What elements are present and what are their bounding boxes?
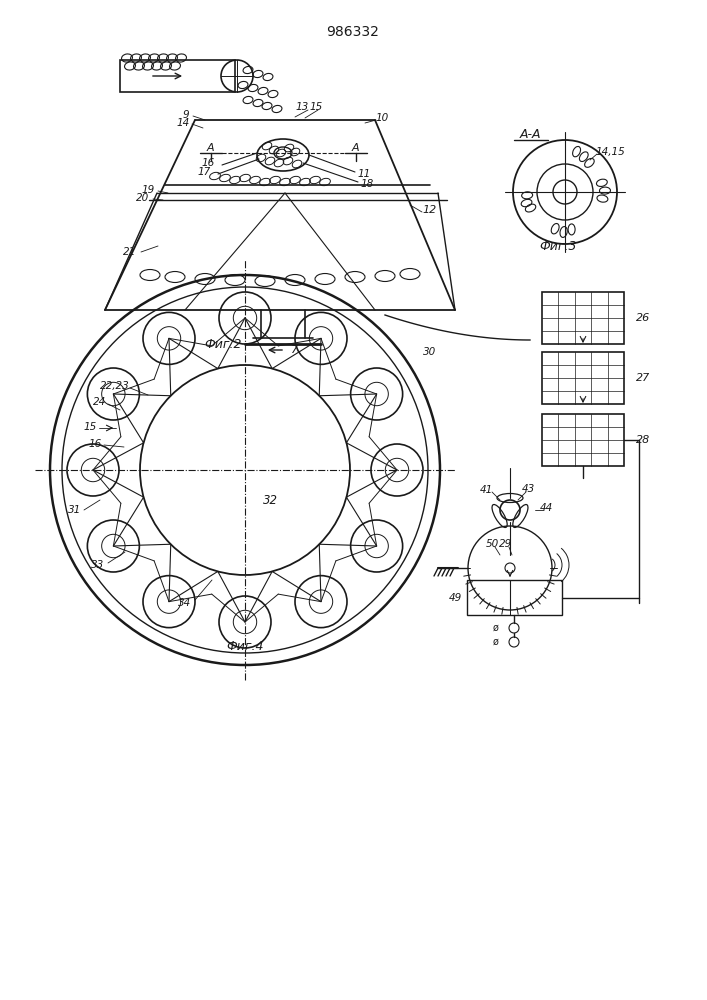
Text: Фиг.2: Фиг.2: [204, 338, 242, 352]
Text: Фиг.3: Фиг.3: [539, 240, 577, 253]
Text: 10: 10: [375, 113, 389, 123]
Text: 43: 43: [521, 484, 534, 494]
Text: 49: 49: [448, 593, 462, 603]
Text: 7: 7: [291, 345, 298, 355]
Text: 30: 30: [423, 347, 437, 357]
Text: 33: 33: [91, 560, 105, 570]
Text: 24: 24: [93, 397, 107, 407]
Text: 14: 14: [176, 118, 189, 128]
Text: ø: ø: [493, 637, 499, 647]
Text: 16: 16: [201, 158, 215, 168]
Text: 32: 32: [262, 493, 278, 506]
Text: А-А: А-А: [519, 128, 541, 141]
Bar: [542, 352, 624, 404]
Text: 29: 29: [499, 539, 513, 549]
Text: 28: 28: [636, 435, 650, 445]
Text: 44: 44: [539, 503, 553, 513]
Text: 22,23: 22,23: [100, 381, 130, 391]
Text: 18: 18: [361, 179, 373, 189]
Text: 26: 26: [636, 313, 650, 323]
Text: А: А: [351, 143, 359, 153]
Text: 41: 41: [479, 485, 493, 495]
Text: 11: 11: [357, 169, 370, 179]
Text: 17: 17: [197, 167, 211, 177]
Text: Фиг.4: Фиг.4: [226, 640, 264, 652]
Text: 9: 9: [182, 110, 189, 120]
Text: 27: 27: [636, 373, 650, 383]
Text: 34: 34: [178, 598, 192, 608]
Text: 50: 50: [486, 539, 498, 549]
Text: 21: 21: [124, 247, 136, 257]
Text: 13: 13: [296, 102, 309, 112]
Text: 986332: 986332: [327, 25, 380, 39]
Text: 19: 19: [141, 185, 155, 195]
Text: А: А: [206, 143, 214, 153]
Text: 31: 31: [69, 505, 81, 515]
Bar: [467, 580, 562, 615]
Text: 20: 20: [136, 193, 150, 203]
Bar: [542, 414, 624, 466]
Text: 15: 15: [83, 422, 97, 432]
Text: 14,15: 14,15: [595, 147, 625, 157]
Text: 16: 16: [88, 439, 102, 449]
Bar: [120, 60, 235, 92]
Text: 12: 12: [423, 205, 437, 215]
Text: 15: 15: [310, 102, 322, 112]
Bar: [542, 292, 624, 344]
Text: ø: ø: [493, 623, 499, 633]
